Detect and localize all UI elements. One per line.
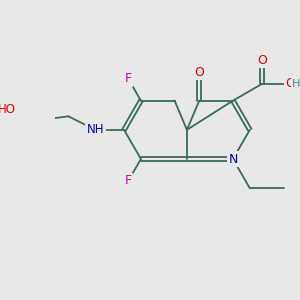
Text: F: F bbox=[125, 174, 132, 188]
Text: HO: HO bbox=[0, 103, 16, 116]
Text: H: H bbox=[292, 79, 300, 89]
Text: N: N bbox=[228, 152, 238, 166]
Text: F: F bbox=[125, 72, 132, 85]
Text: O: O bbox=[286, 77, 296, 90]
Text: NH: NH bbox=[87, 123, 104, 136]
Text: O: O bbox=[257, 54, 267, 67]
Text: O: O bbox=[194, 65, 204, 79]
